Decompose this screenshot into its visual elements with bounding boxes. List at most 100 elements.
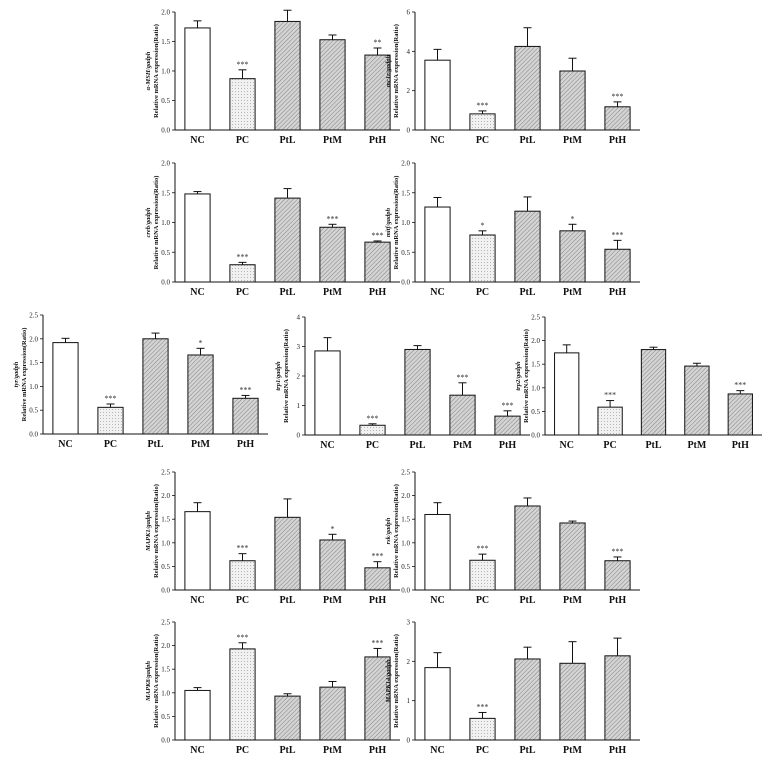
y-axis-gene-label: tyr/gadph — [13, 361, 20, 387]
y-tick-label: 1.0 — [161, 539, 170, 547]
y-axis-unit-label: Relative mRNA expression(Ratio) — [153, 634, 160, 728]
significance-label: * — [331, 524, 335, 533]
significance-label: *** — [477, 101, 489, 110]
x-tick-label: PtH — [369, 135, 386, 146]
significance-label: *** — [372, 638, 384, 647]
y-tick-label: 0.0 — [161, 587, 170, 595]
bar-nc — [424, 206, 451, 283]
y-tick-label: 1.5 — [29, 359, 38, 367]
y-tick-label: 2 — [407, 87, 411, 95]
y-axis-gene-label: MAPK1/gadph — [145, 511, 152, 552]
x-tick-label: PtM — [563, 135, 582, 146]
y-axis-label: trp2/gadphRelative mRNA expression(Ratio… — [515, 329, 530, 423]
y-tick-label: 1.5 — [531, 361, 540, 369]
bar-pth — [494, 415, 521, 436]
x-tick-label: PtH — [609, 595, 626, 606]
significance-label: *** — [372, 231, 384, 240]
y-tick-label: 0 — [407, 127, 411, 135]
bar-ptm — [319, 686, 346, 741]
significance-label: *** — [604, 391, 616, 400]
significance-label: * — [571, 214, 575, 223]
x-tick-label: NC — [190, 287, 204, 298]
chart-panel: 0.00.51.01.52.0α-MSH/gadphRelative mRNA … — [145, 9, 400, 146]
y-tick-label: 2 — [407, 658, 411, 666]
y-axis-unit-label: Relative mRNA expression(Ratio) — [21, 328, 28, 422]
y-axis-gene-label: trp2/gadph — [515, 361, 522, 391]
bar-nc — [424, 59, 451, 131]
y-tick-label: 2.5 — [161, 469, 170, 477]
y-axis-label: α-MSH/gadphRelative mRNA expression(Rati… — [145, 24, 160, 118]
x-tick-label: PtL — [279, 595, 295, 606]
x-tick-label: PtM — [323, 135, 342, 146]
y-axis-unit-label: Relative mRNA expression(Ratio) — [153, 176, 160, 270]
bar-pc — [229, 78, 256, 131]
significance-label: *** — [367, 414, 379, 423]
y-tick-label: 4 — [407, 48, 411, 56]
y-axis-label: tyr/gadphRelative mRNA expression(Ratio) — [13, 328, 28, 422]
significance-label: ** — [374, 38, 382, 47]
y-tick-label: 1.0 — [401, 219, 410, 227]
significance-label: *** — [240, 385, 252, 394]
y-axis-gene-label: trp1/gadph — [275, 361, 282, 391]
bar-pc — [469, 559, 496, 591]
bar-ptm — [319, 39, 346, 131]
y-tick-label: 2.5 — [531, 314, 540, 322]
bar-pth — [232, 397, 259, 435]
x-tick-label: PC — [236, 135, 249, 146]
y-axis-unit-label: Relative mRNA expression(Ratio) — [393, 176, 400, 270]
bar-pc — [359, 424, 386, 436]
y-axis-label: rsk/gadphRelative mRNA expression(Ratio) — [385, 484, 400, 578]
y-tick-label: 1.0 — [161, 68, 170, 76]
y-axis-gene-label: MAPK14/gadph — [385, 659, 392, 704]
x-tick-label: PC — [476, 745, 489, 756]
x-tick-label: PtL — [279, 135, 295, 146]
y-tick-label: 0.0 — [531, 432, 540, 440]
x-tick-label: PtH — [369, 595, 386, 606]
bar-pth — [364, 567, 391, 591]
y-tick-label: 1.5 — [161, 666, 170, 674]
significance-label: *** — [237, 252, 249, 261]
bar-nc — [314, 350, 341, 436]
y-tick-label: 6 — [407, 9, 411, 17]
bar-ptm — [559, 70, 586, 131]
y-axis-unit-label: Relative mRNA expression(Ratio) — [153, 24, 160, 118]
y-tick-label: 0.0 — [161, 127, 170, 135]
bar-nc — [184, 511, 211, 591]
y-axis-label: MAPK14/gadphRelative mRNA expression(Rat… — [385, 634, 400, 728]
x-tick-label: PtL — [519, 595, 535, 606]
bar-nc — [52, 342, 79, 435]
x-tick-label: NC — [190, 595, 204, 606]
x-tick-label: PtM — [563, 287, 582, 298]
y-tick-label: 2.0 — [29, 335, 38, 343]
y-tick-label: 1.0 — [161, 219, 170, 227]
bar-pc — [469, 234, 496, 283]
x-tick-label: PC — [476, 595, 489, 606]
bar-ptl — [514, 210, 541, 283]
y-tick-label: 1.5 — [401, 516, 410, 524]
y-tick-label: 1 — [297, 402, 301, 410]
y-tick-label: 0.0 — [401, 279, 410, 287]
bar-ptm — [449, 394, 476, 436]
bar-pth — [364, 54, 391, 131]
x-tick-label: PtL — [519, 287, 535, 298]
y-axis-label: MAPK8/gadphRelative mRNA expression(Rati… — [145, 634, 160, 728]
bar-ptm — [319, 226, 346, 283]
y-axis-unit-label: Relative mRNA expression(Ratio) — [153, 484, 160, 578]
x-tick-label: PtH — [732, 440, 749, 451]
y-tick-label: 0 — [297, 432, 301, 440]
y-tick-label: 0.5 — [531, 408, 540, 416]
bar-pc — [229, 648, 256, 741]
bar-ptl — [640, 349, 667, 436]
y-axis-gene-label: α-MSH/gadph — [145, 51, 152, 90]
bar-ptm — [684, 365, 710, 436]
bar-pc — [229, 264, 256, 283]
x-tick-label: NC — [190, 135, 204, 146]
bar-ptm — [187, 354, 214, 435]
x-tick-label: PtL — [645, 440, 661, 451]
y-tick-label: 1.5 — [161, 516, 170, 524]
bar-ptm — [319, 539, 346, 591]
bar-ptl — [404, 348, 431, 436]
